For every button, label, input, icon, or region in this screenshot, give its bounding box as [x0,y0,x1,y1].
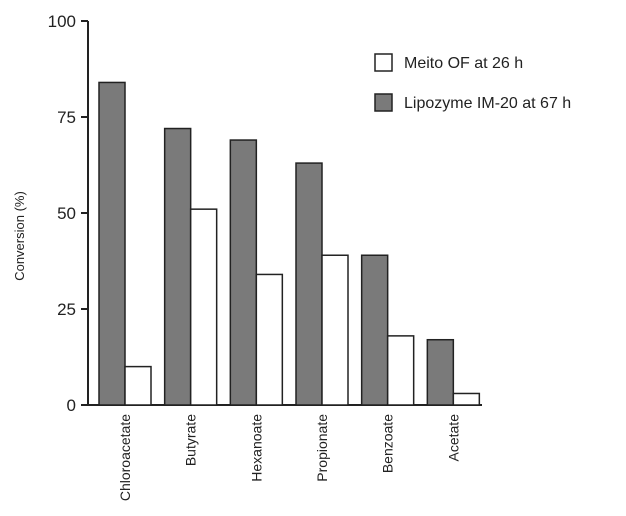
legend-swatch-lipozyme [374,93,393,112]
category-label-propionate: Propionate [314,414,330,482]
y-tick-label: 100 [48,12,76,31]
category-label-hexanoate: Hexanoate [248,414,264,482]
y-axis-title: Conversion (%) [12,191,27,281]
y-tick-label: 50 [57,204,76,223]
bar-lipozyme-acetate [426,338,455,406]
y-axis: 0 25 50 75 100 [48,12,89,415]
bar-meito-acetate [452,392,481,406]
bar-lipozyme-butyrate [163,127,192,406]
category-label-benzoate: Benzoate [380,414,396,473]
legend-label-meito: Meito OF at 26 h [404,55,523,72]
bar-lipozyme-chloroacetate [98,81,126,406]
y-tick-label: 75 [57,108,76,127]
bar-lipozyme-benzoate [360,254,389,406]
legend: Meito OF at 26 h Lipozyme IM-20 at 67 h [374,53,571,112]
y-tick-label: 0 [67,396,76,415]
legend-swatch-meito [374,53,393,72]
bar-lipozyme-propionate [295,162,323,406]
category-label-chloroacetate: Chloroacetate [117,414,133,501]
category-labels: Chloroacetate Butyrate Hexanoate Propionate… [117,414,461,501]
bar-meito-butyrate [189,208,218,406]
bar-meito-propionate [321,254,349,406]
bars [98,81,481,406]
bar-lipozyme-hexanoate [229,139,258,406]
bar-meito-benzoate [386,335,415,406]
bar-meito-chloroacetate [124,365,152,406]
bar-meito-hexanoate [255,273,284,406]
legend-label-lipozyme: Lipozyme IM-20 at 67 h [404,95,571,112]
category-label-butyrate: Butyrate [183,414,199,466]
y-tick-label: 25 [57,300,76,319]
category-label-acetate: Acetate [445,414,461,462]
